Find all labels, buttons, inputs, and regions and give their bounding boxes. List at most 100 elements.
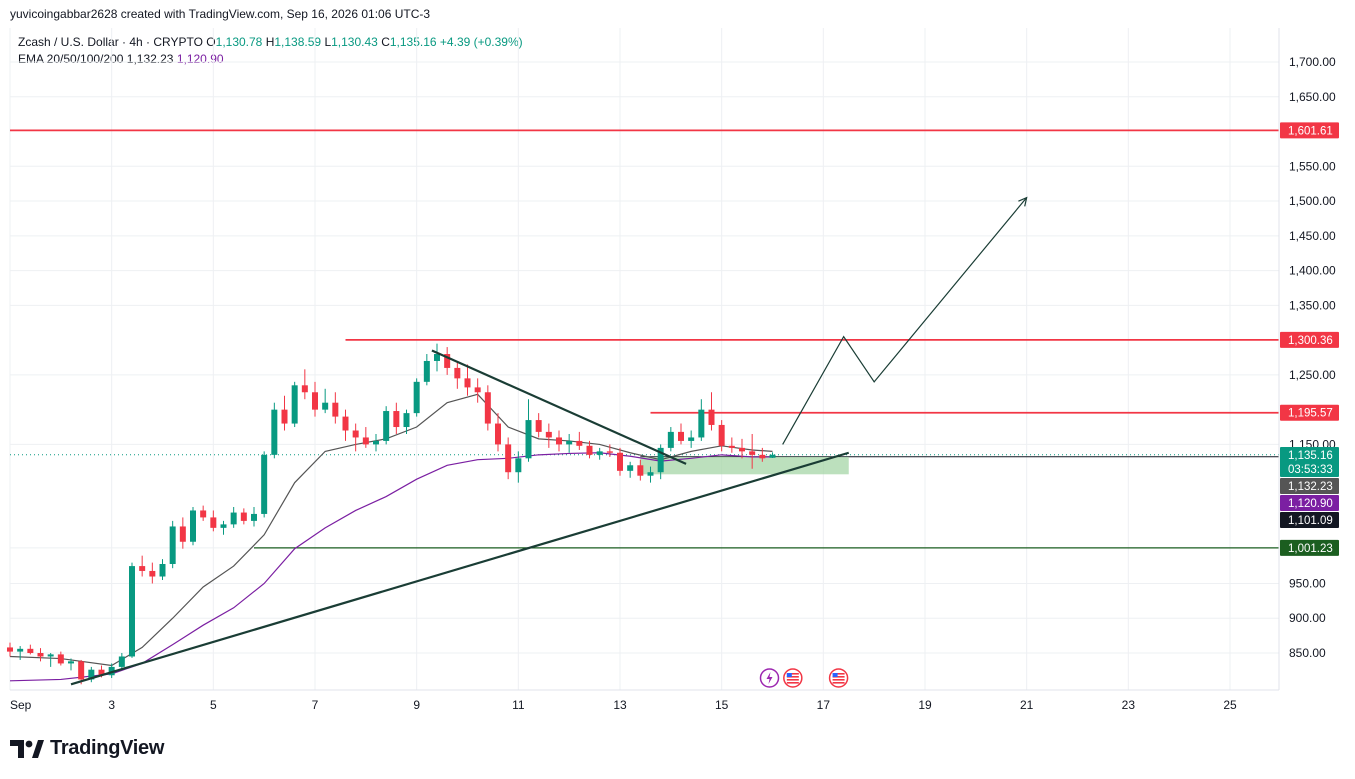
price-tick-label: 1,650.00 — [1289, 90, 1336, 104]
level-price-label: 1,001.23 — [1280, 539, 1339, 556]
time-tick-label: 9 — [413, 698, 420, 712]
candle-body — [688, 437, 695, 441]
candle-body — [535, 420, 542, 432]
demand-zone-rect — [640, 456, 849, 475]
candle — [464, 364, 471, 396]
tradingview-logo-text: TradingView — [50, 737, 165, 759]
candle — [47, 653, 54, 667]
candle-body — [7, 647, 13, 652]
candle-body — [220, 524, 227, 528]
candle-body — [332, 402, 339, 417]
candle-body — [728, 445, 735, 448]
projection-line — [782, 197, 1028, 445]
candle-body — [362, 437, 369, 445]
candle — [637, 459, 644, 481]
candle-body — [200, 510, 207, 518]
candle — [535, 413, 542, 438]
price-tick-label: 1,450.00 — [1289, 229, 1336, 243]
price-label-text: 1,300.36 — [1288, 335, 1333, 347]
candle — [393, 402, 400, 434]
price-tick-label: 850.00 — [1289, 646, 1326, 660]
candle-body — [169, 526, 176, 565]
candle — [169, 520, 176, 569]
candle-body — [586, 445, 593, 455]
low-label: L — [324, 35, 332, 49]
candle-body — [301, 385, 308, 393]
current-price-label: 1,101.09 — [1280, 512, 1339, 528]
price-label-text: 1,132.23 — [1288, 481, 1333, 493]
chart-grid — [9, 28, 1279, 690]
time-tick-label: 13 — [613, 698, 627, 712]
price-label-box — [1280, 122, 1339, 139]
candle — [159, 559, 166, 580]
candle — [373, 433, 379, 452]
flag-canton — [786, 673, 792, 677]
candle — [230, 506, 237, 528]
price-label-text: 1,120.90 — [1288, 498, 1333, 510]
candle-body — [698, 409, 705, 438]
candle-body — [545, 431, 552, 438]
candle-body — [37, 653, 44, 657]
candle-body — [68, 661, 74, 664]
time-tick-label: 19 — [918, 698, 932, 712]
candle-body — [596, 451, 603, 455]
candle-body — [576, 440, 583, 446]
candle — [68, 658, 74, 671]
candle — [301, 369, 308, 400]
trendlines — [70, 349, 850, 686]
price-label-text: 1,135.16 — [1288, 450, 1333, 462]
candle-body — [718, 424, 725, 446]
time-tick-label: 11 — [512, 698, 525, 712]
candle — [129, 562, 135, 658]
candle-body — [647, 472, 654, 476]
price-tick-label: 1,500.00 — [1289, 194, 1336, 208]
candle-body — [657, 447, 664, 473]
candle-body — [190, 510, 196, 542]
candle — [27, 644, 34, 655]
time-tick-label: Sep — [10, 698, 32, 712]
candle — [525, 399, 532, 462]
candle-body — [240, 512, 247, 521]
open-value: 1,130.78 — [215, 35, 263, 49]
candle — [362, 427, 369, 448]
flag-stripe — [786, 673, 799, 675]
open-label: O — [206, 35, 216, 49]
candle — [240, 508, 247, 525]
price-label-box — [1280, 447, 1339, 477]
candle-body — [484, 392, 491, 424]
candle-body — [98, 669, 105, 676]
time-tick-label: 17 — [817, 698, 831, 712]
candle — [444, 347, 451, 375]
candle — [342, 409, 349, 441]
tradingview-logo[interactable]: TradingView — [10, 737, 164, 760]
candle — [312, 381, 318, 417]
candle-body — [495, 423, 501, 445]
candle — [332, 392, 339, 424]
time-tick-label: 21 — [1020, 698, 1034, 712]
candle — [505, 437, 512, 480]
price-labels: 1,601.61 1,300.36 1,195.57 1,001.23 1,135.16… — [1280, 122, 1339, 556]
candle-body — [271, 409, 278, 455]
candle-body — [281, 409, 288, 424]
price-chart[interactable]: 850.00900.00950.001,150.001,250.001,350.… — [0, 0, 1355, 730]
candle-body — [393, 411, 400, 428]
candle-body — [373, 440, 379, 445]
chart-credit: yuvicoingabbar2628 created with TradingV… — [10, 7, 431, 21]
price-label-box — [1280, 512, 1339, 528]
trendline — [70, 451, 850, 686]
candle — [179, 517, 186, 549]
time-tick-label: 7 — [312, 698, 319, 712]
candle-body — [434, 354, 440, 361]
candle-body — [179, 526, 186, 542]
price-label-text: 1,101.09 — [1288, 515, 1333, 527]
low-value: 1,130.43 — [331, 35, 378, 49]
candle-body — [413, 381, 420, 414]
candle — [739, 438, 745, 459]
candle-body — [667, 431, 674, 448]
event-icon-ring — [828, 668, 849, 688]
candle-body — [312, 392, 318, 410]
candle — [57, 651, 64, 666]
flag-stripe — [832, 679, 845, 681]
flag-stripe — [832, 673, 845, 675]
flag-canton — [832, 673, 838, 677]
